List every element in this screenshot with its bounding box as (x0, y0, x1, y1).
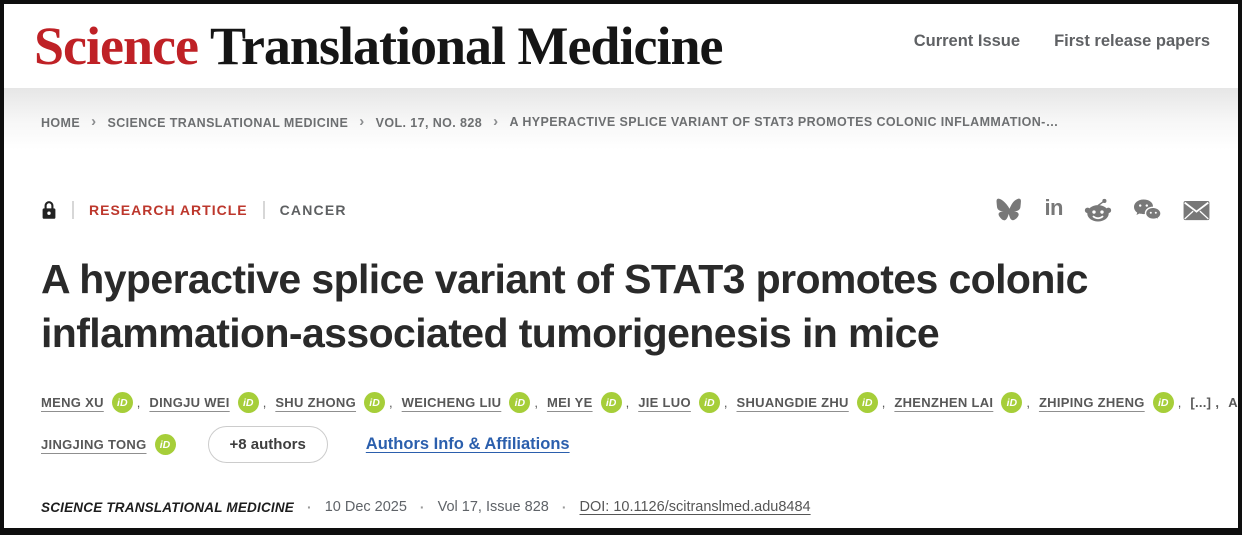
publication-issue: Vol 17, Issue 828 (437, 499, 549, 515)
orcid-icon[interactable]: iD (509, 392, 531, 413)
orcid-icon[interactable]: iD (698, 392, 720, 413)
article-type-link[interactable]: RESEARCH ARTICLE (89, 202, 248, 218)
authors-and-label: AND (1228, 395, 1238, 410)
author-link: SHUANGDIE ZHU iD (737, 392, 895, 413)
authors-info-link[interactable]: Authors Info & Affiliations (365, 435, 570, 453)
breadcrumb-article: A HYPERACTIVE SPLICE VARIANT OF STAT3 PR… (509, 115, 1059, 129)
nav-current-issue[interactable]: Current Issue (913, 31, 1021, 50)
author-link: DINGJU WEI iD (149, 392, 275, 413)
logo-science-text: Science (34, 16, 199, 76)
breadcrumb-strip: HOME SCIENCE TRANSLATIONAL MEDICINE VOL.… (4, 88, 1238, 150)
orcid-icon[interactable]: iD (1001, 392, 1023, 413)
site-header: Science Translational Medicine Current I… (4, 4, 1238, 88)
article-title: A hyperactive splice variant of STAT3 pr… (41, 256, 1088, 356)
breadcrumb: HOME SCIENCE TRANSLATIONAL MEDICINE VOL.… (41, 114, 1059, 131)
author-link: ZHENZHEN LAI iD (894, 392, 1039, 413)
lock-icon (41, 200, 57, 221)
breadcrumb-journal[interactable]: SCIENCE TRANSLATIONAL MEDICINE (108, 114, 376, 131)
breadcrumb-issue[interactable]: VOL. 17, NO. 828 (376, 114, 510, 131)
publication-info-row: SCIENCE TRANSLATIONAL MEDICINE · 10 Dec … (41, 499, 1210, 515)
separator-dot: · (561, 499, 567, 515)
breadcrumb-home[interactable]: HOME (41, 114, 108, 131)
journal-logo[interactable]: Science Translational Medicine (34, 15, 723, 77)
linkedin-icon[interactable]: in (1044, 195, 1063, 220)
email-icon[interactable] (1183, 200, 1210, 221)
logo-journal-text: Translational Medicine (209, 16, 723, 76)
authors-ellipsis: [...] (1190, 395, 1228, 410)
publication-date: 10 Dec 2025 (324, 499, 407, 515)
author-link: WEICHENG LIU iD (402, 392, 547, 413)
publication-journal: SCIENCE TRANSLATIONAL MEDICINE (41, 499, 295, 515)
author-link: JIE LUO iD (638, 392, 736, 413)
author-link: ZHIPING ZHENG iD (1039, 392, 1190, 413)
orcid-icon[interactable]: iD (111, 392, 133, 413)
article-header-region: RESEARCH ARTICLE CANCER in (4, 196, 1238, 516)
article-meta-row: RESEARCH ARTICLE CANCER in (41, 196, 1210, 224)
article-category-link[interactable]: CANCER (279, 202, 347, 218)
reddit-icon[interactable] (1084, 198, 1112, 222)
share-toolbar: in (996, 195, 1210, 222)
more-authors-button[interactable]: +8 authors (207, 426, 328, 463)
nav-first-release-papers[interactable]: First release papers (1054, 31, 1210, 50)
author-link: SHU ZHONG iD (275, 392, 401, 413)
author-link: MEI YE iD (547, 392, 638, 413)
orcid-icon[interactable]: iD (154, 434, 176, 455)
doi-link[interactable]: DOI: 10.1126/scitranslmed.adu8484 (579, 499, 811, 515)
author-link: JINGJING TONG iD (41, 434, 176, 455)
orcid-icon[interactable]: iD (600, 392, 622, 413)
separator-dot: · (307, 499, 312, 515)
divider (72, 201, 74, 219)
orcid-icon[interactable]: iD (237, 392, 259, 413)
divider (262, 201, 265, 219)
bluesky-icon[interactable] (996, 198, 1023, 222)
author-link: MENG XU iD (41, 392, 149, 413)
orcid-icon[interactable]: iD (364, 392, 386, 413)
orcid-icon[interactable]: iD (1152, 392, 1174, 413)
authors-line-2: JINGJING TONG iD +8 authors Authors Info … (41, 426, 1210, 463)
wechat-icon[interactable] (1133, 198, 1162, 222)
separator-dot: · (419, 499, 425, 515)
header-nav: Current Issue First release papers (914, 32, 1210, 61)
orcid-icon[interactable]: iD (856, 392, 878, 413)
